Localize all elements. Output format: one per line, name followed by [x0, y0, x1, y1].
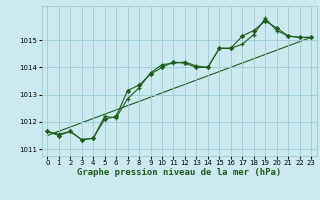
X-axis label: Graphe pression niveau de la mer (hPa): Graphe pression niveau de la mer (hPa): [77, 168, 281, 177]
